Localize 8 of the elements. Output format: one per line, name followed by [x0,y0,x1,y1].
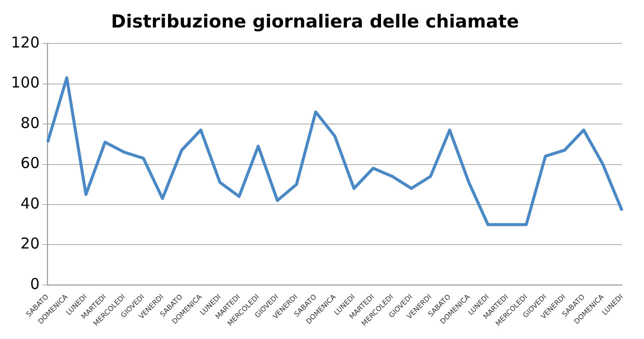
y-tick-label: 60 [20,154,40,172]
y-tick-label: 40 [20,194,40,212]
y-tick-label: 20 [20,234,40,253]
chart-title: Distribuzione giornaliera delle chiamate [111,11,519,32]
y-tick-label: 0 [30,274,40,293]
y-tick-label: 100 [10,74,40,92]
y-tick-label: 80 [20,114,40,132]
y-tick-label: 120 [10,33,40,52]
